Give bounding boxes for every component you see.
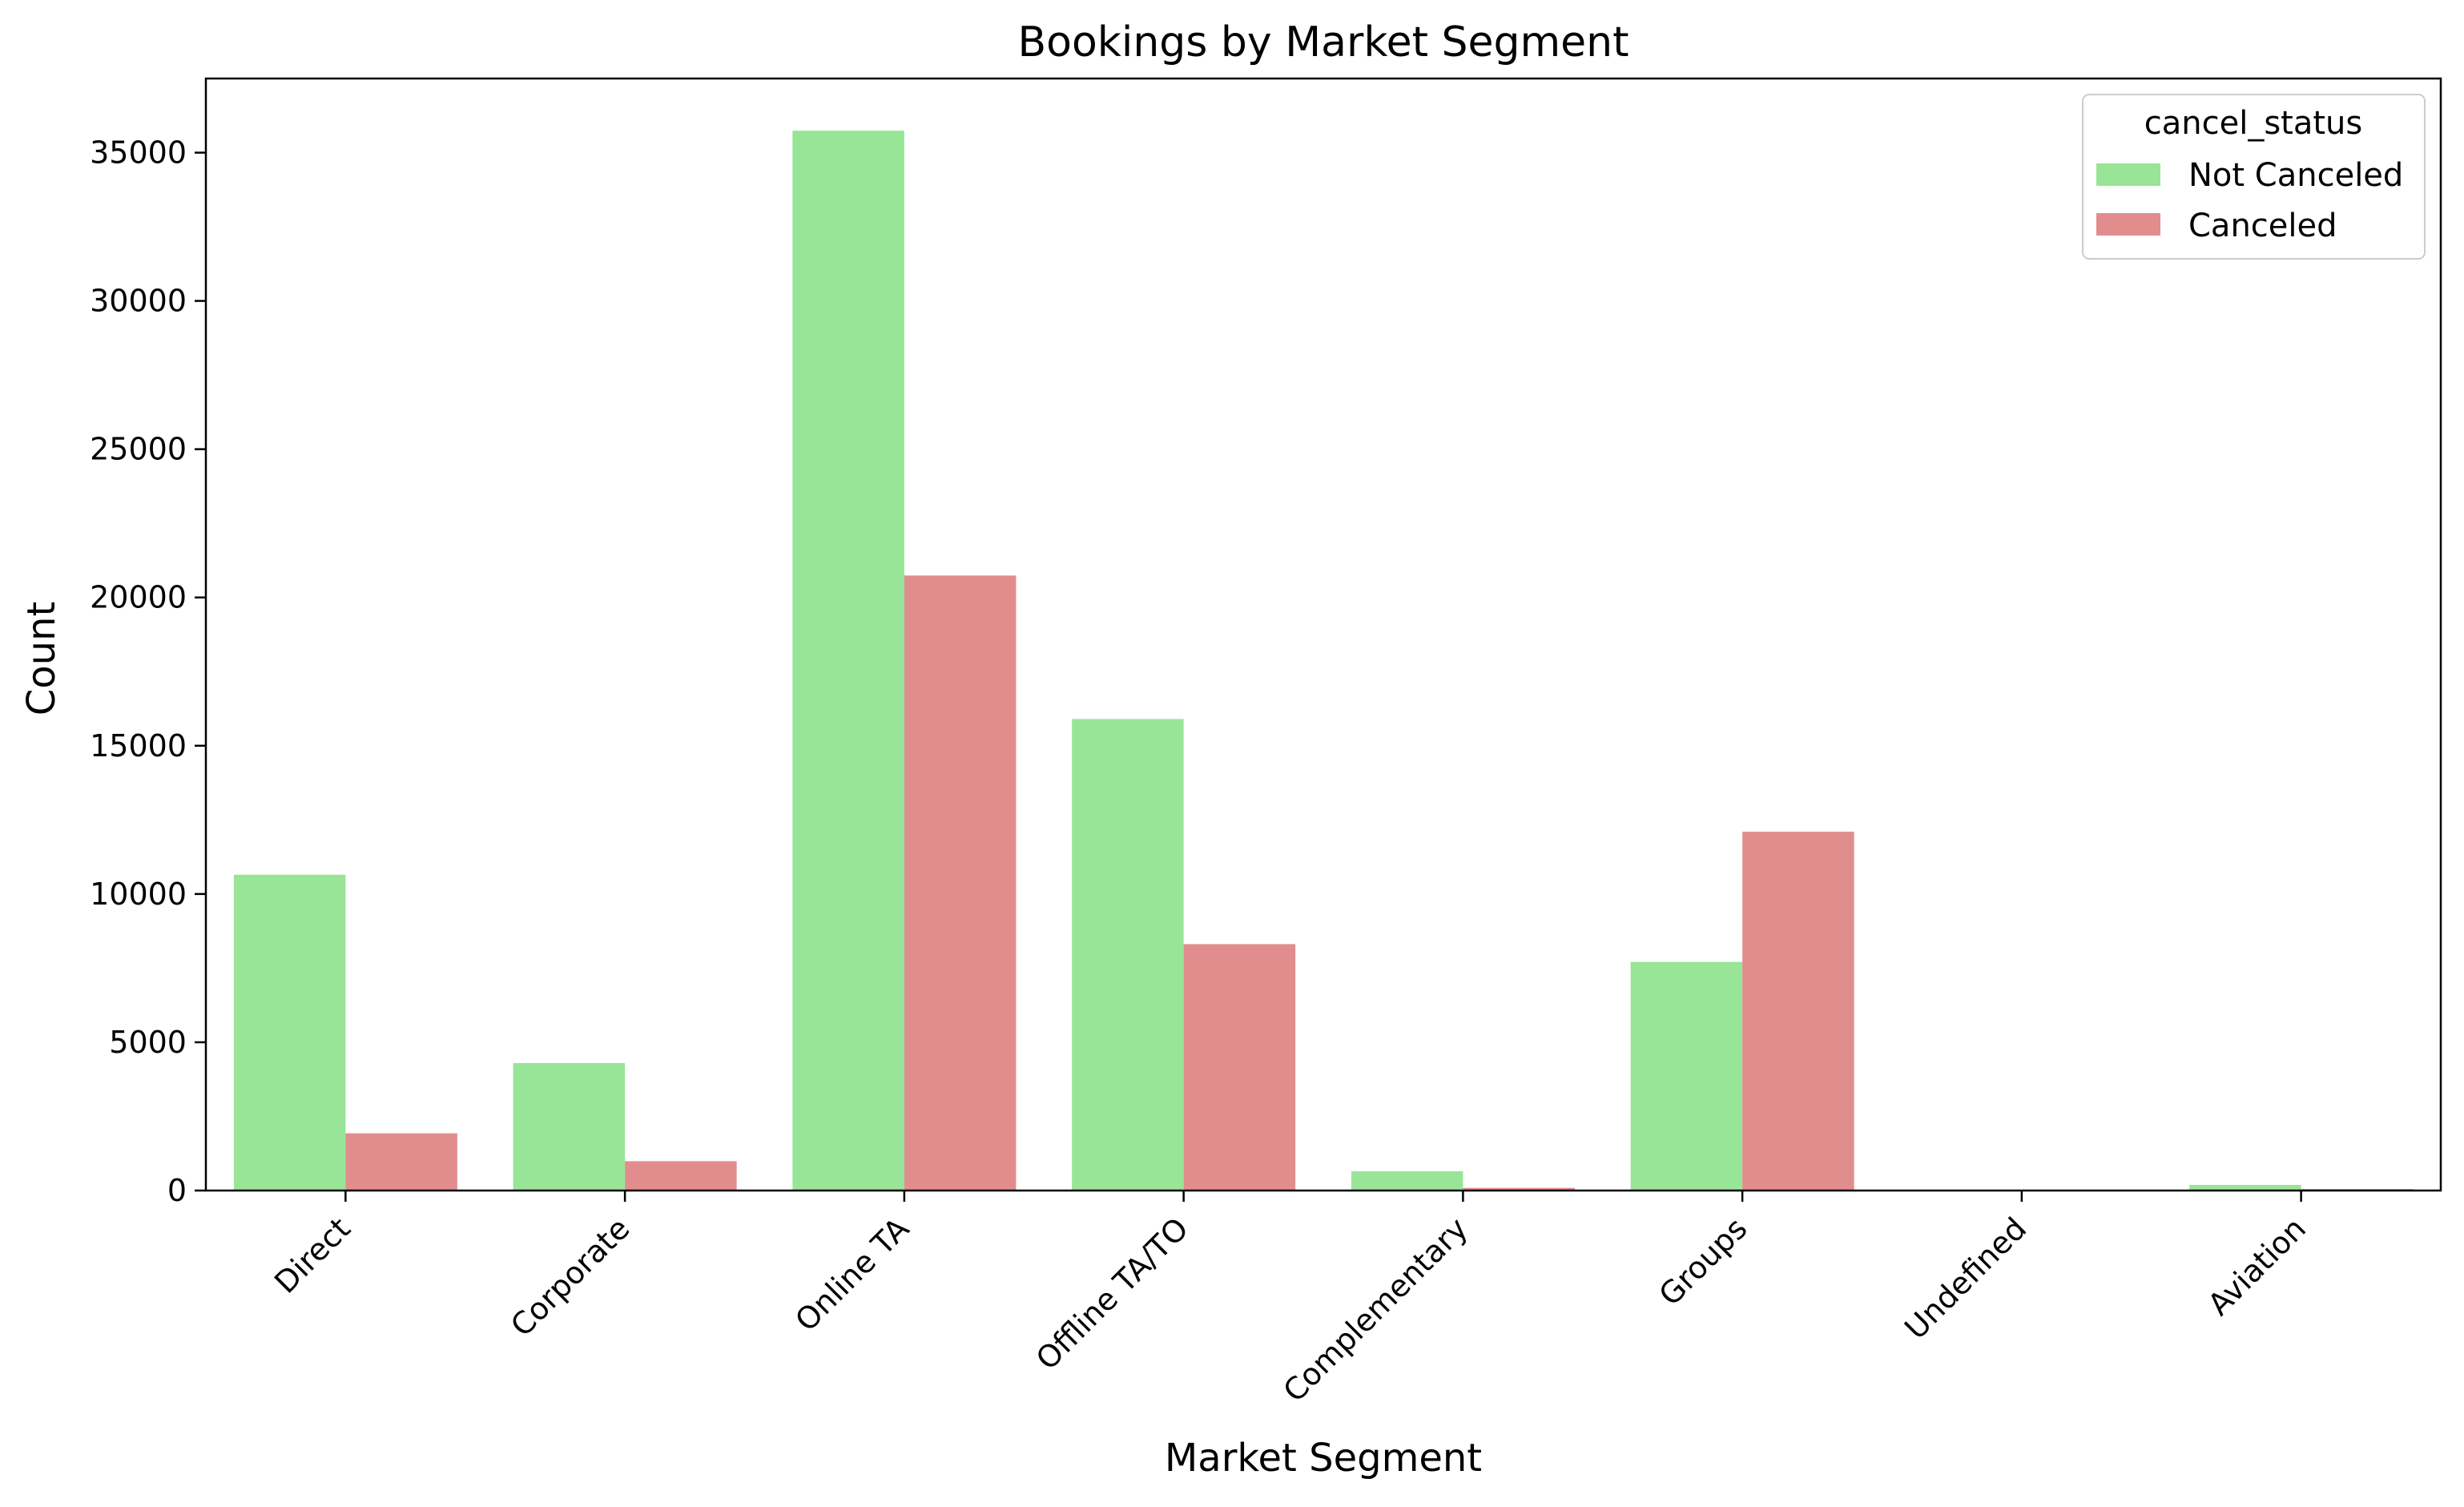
legend-title: cancel_status <box>2144 105 2362 142</box>
bar-online-ta-canceled <box>904 575 1017 1191</box>
y-tick-label: 15000 <box>90 728 187 764</box>
y-tick-label: 25000 <box>90 432 187 467</box>
bar-complementary-not-canceled <box>1351 1171 1464 1191</box>
y-tick-label: 10000 <box>90 876 187 912</box>
bar-online-ta-not-canceled <box>792 131 904 1191</box>
bar-direct-canceled <box>345 1134 457 1191</box>
bar-groups-not-canceled <box>1631 962 1742 1191</box>
legend-label-not-canceled: Not Canceled <box>2188 157 2403 194</box>
legend-swatch-not-canceled <box>2096 163 2160 186</box>
x-axis-title: Market Segment <box>1165 1436 1482 1481</box>
legend-label-canceled: Canceled <box>2188 208 2337 244</box>
y-tick-label: 20000 <box>90 580 187 615</box>
bar-groups-canceled <box>1742 832 1854 1191</box>
chart-title: Bookings by Market Segment <box>1017 18 1629 66</box>
bar-corporate-canceled <box>625 1161 737 1191</box>
bar-corporate-not-canceled <box>513 1063 626 1191</box>
y-tick-label: 0 <box>167 1173 187 1208</box>
bar-offline-ta-to-not-canceled <box>1072 719 1184 1191</box>
y-tick-label: 5000 <box>109 1025 187 1060</box>
y-tick-label: 30000 <box>90 284 187 319</box>
y-tick-label: 35000 <box>90 135 187 171</box>
legend: cancel_status Not Canceled Canceled <box>2083 95 2425 259</box>
bar-offline-ta-to-canceled <box>1184 944 1296 1191</box>
bar-direct-not-canceled <box>234 875 346 1191</box>
legend-swatch-canceled <box>2096 213 2160 236</box>
y-axis-title: Count <box>19 602 64 716</box>
